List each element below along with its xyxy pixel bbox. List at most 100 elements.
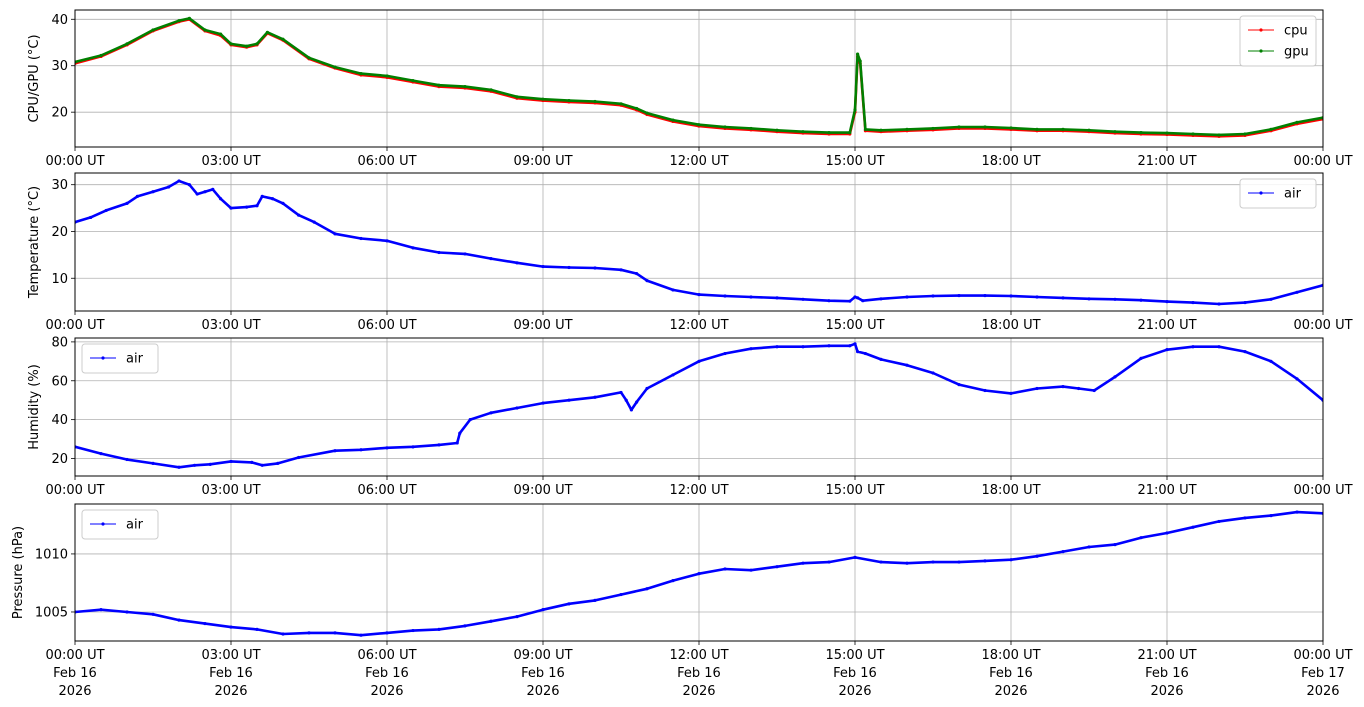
x-tick-label: 00:00 UT	[45, 483, 104, 498]
data-point-air	[1113, 543, 1117, 547]
data-point-air	[593, 266, 597, 270]
data-point-air	[177, 179, 181, 183]
data-point-air	[260, 194, 264, 198]
legend: cpu gpu	[1239, 15, 1317, 67]
y-tick-label: 40	[51, 13, 68, 28]
data-point-air	[1113, 297, 1117, 301]
data-point-air	[635, 271, 639, 276]
data-point-gpu	[983, 125, 987, 129]
x-tick-label: 06:00 UT	[357, 318, 416, 333]
x-tick-date: Feb 17	[1301, 666, 1345, 681]
data-point-gpu	[281, 37, 285, 41]
data-point-gpu	[203, 28, 207, 32]
data-point-air	[1217, 345, 1221, 349]
legend: air	[81, 343, 159, 374]
data-point-air	[250, 460, 254, 464]
data-point-air	[827, 344, 831, 348]
data-point-gpu	[1087, 128, 1091, 132]
panel-2: 00:00 UT 03:00 UT 06:00 UT 09:00 UT 12:00 UT…	[27, 172, 1353, 333]
x-tick-label: 00:00 UT	[1293, 318, 1352, 333]
data-point-air	[89, 215, 93, 220]
x-tick-year: 2026	[214, 684, 247, 699]
data-point-air	[489, 619, 493, 623]
y-tick-label: 1010	[35, 547, 68, 562]
data-point-air	[541, 264, 545, 269]
x-tick-label: 03:00 UT	[201, 648, 260, 663]
data-point-air	[853, 342, 857, 346]
data-point-gpu	[593, 99, 597, 104]
data-point-gpu	[411, 78, 415, 83]
axes-frame	[74, 9, 1324, 148]
x-tick-year: 2026	[58, 684, 91, 699]
x-tick-year: 2026	[682, 684, 715, 699]
series-line-air	[75, 179, 1323, 306]
y-tick-label: 1005	[35, 605, 68, 620]
data-point-air	[276, 461, 280, 465]
data-point-air	[723, 294, 727, 298]
data-point-gpu	[385, 74, 389, 78]
x-tick-label: 21:00 UT	[1137, 648, 1196, 663]
series-air	[75, 510, 1323, 637]
data-point-air	[99, 452, 103, 456]
data-point-gpu	[333, 65, 337, 69]
data-point-air	[437, 627, 441, 631]
x-tick-year: 2026	[994, 684, 1027, 699]
panel-3: 00:00 UT 03:00 UT 06:00 UT 09:00 UT 12:00 UT…	[27, 335, 1353, 498]
data-point-air	[983, 293, 987, 298]
x-tick-label: 09:00 UT	[513, 318, 572, 333]
legend-swatch-marker	[101, 522, 105, 526]
data-point-air	[1139, 536, 1143, 540]
data-point-air	[195, 192, 199, 196]
data-point-air	[255, 627, 259, 631]
data-point-air	[1269, 514, 1273, 518]
data-point-air	[1217, 519, 1221, 524]
data-point-air	[219, 197, 223, 201]
data-point-air	[193, 463, 197, 467]
data-point-air	[1061, 550, 1065, 554]
y-axis-label: Humidity (%)	[27, 364, 42, 450]
x-tick-year: 2026	[526, 684, 559, 699]
data-point-air	[931, 294, 935, 298]
data-point-air	[879, 297, 883, 301]
data-point-air	[245, 205, 249, 209]
data-point-air	[619, 390, 623, 395]
data-point-air	[645, 278, 649, 283]
data-point-air	[1217, 302, 1221, 306]
x-tick-label: 12:00 UT	[669, 483, 728, 498]
y-tick-label: 40	[51, 413, 68, 428]
y-tick-label: 60	[51, 374, 68, 389]
data-point-air	[629, 408, 634, 412]
legend-box	[1239, 178, 1317, 209]
x-tick-label: 06:00 UT	[357, 483, 416, 498]
data-point-air	[489, 257, 493, 261]
data-point-gpu	[359, 72, 363, 76]
data-point-air	[619, 268, 623, 272]
data-point-air	[801, 345, 805, 349]
data-point-gpu	[801, 130, 805, 134]
data-point-air	[619, 592, 623, 597]
legend-box	[81, 343, 159, 374]
data-point-air	[229, 206, 233, 210]
data-point-air	[177, 618, 181, 622]
data-point-air	[1243, 350, 1247, 354]
data-point-air	[297, 213, 301, 217]
data-point-air	[645, 587, 649, 591]
data-point-air	[697, 572, 701, 576]
data-point-air	[635, 400, 639, 404]
data-point-air	[515, 261, 519, 265]
data-point-air	[1165, 300, 1169, 304]
y-axis-label: Temperature (°C)	[27, 186, 42, 299]
data-point-air	[827, 299, 831, 303]
x-tick-date: Feb 16	[53, 666, 97, 681]
data-point-gpu	[723, 125, 727, 129]
data-point-air	[437, 443, 441, 447]
data-point-air	[905, 561, 909, 565]
data-point-air	[645, 386, 649, 391]
legend-label: air	[126, 518, 144, 533]
series-line-gpu	[75, 17, 1323, 137]
data-point-air	[359, 448, 363, 452]
data-point-air	[567, 265, 571, 270]
x-tick-date: Feb 16	[989, 666, 1033, 681]
data-point-air	[125, 610, 129, 614]
x-tick-label: 03:00 UT	[201, 318, 260, 333]
